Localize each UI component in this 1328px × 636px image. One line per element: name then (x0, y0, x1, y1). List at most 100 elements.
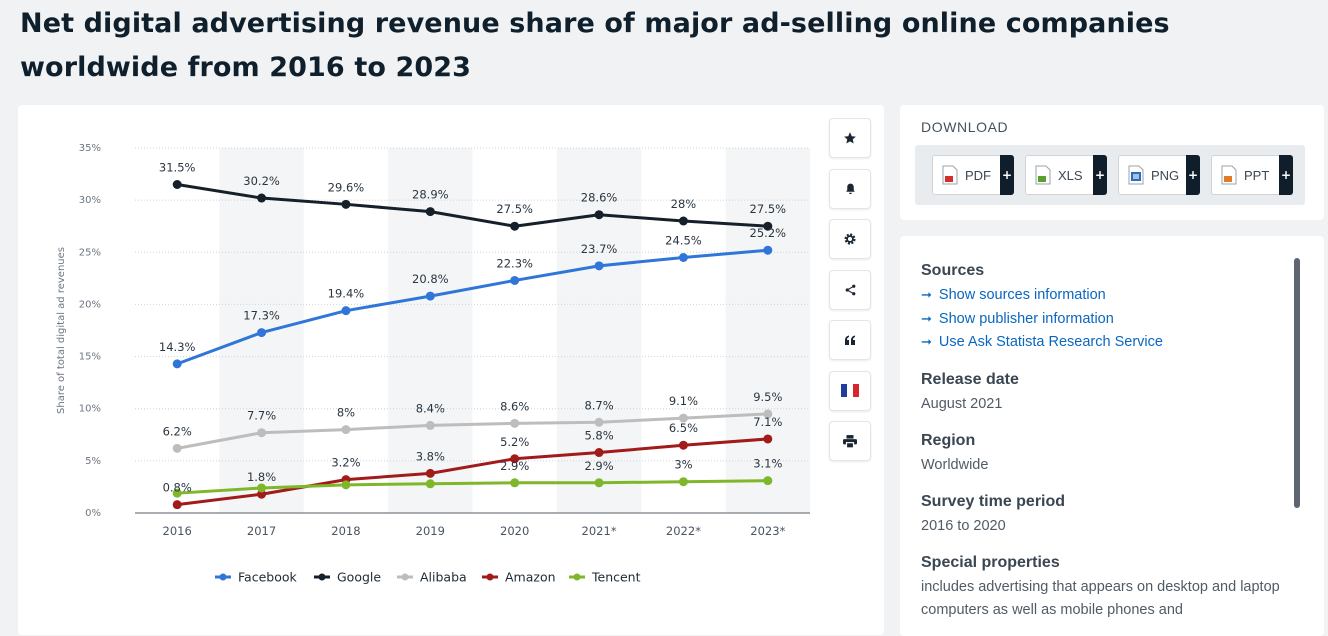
french-flag-icon (841, 384, 859, 397)
png-file-icon (1128, 165, 1144, 185)
data-point-tencent[interactable] (172, 488, 182, 498)
print-icon (843, 434, 857, 448)
data-point-google[interactable] (341, 199, 351, 209)
data-point-google[interactable] (257, 193, 267, 203)
ppt-file-icon (1221, 165, 1237, 185)
data-point-alibaba[interactable] (172, 443, 182, 453)
chart-card: 0% 5% 10% 15% 20% 25% 30% 35% 2016 2017 2018 2019 20… (18, 105, 884, 635)
show-publisher-link[interactable]: ➞ Show publisher information (921, 311, 1114, 327)
legend-item-google[interactable]: Google (337, 570, 381, 585)
data-point-facebook[interactable] (172, 359, 182, 369)
notification-button[interactable] (829, 168, 871, 209)
y-tick-label: 25% (79, 247, 101, 258)
download-xls-label: XLS (1058, 167, 1083, 183)
data-point-facebook[interactable] (594, 261, 604, 271)
data-point-alibaba[interactable] (763, 409, 773, 419)
data-point-google[interactable] (594, 210, 604, 220)
data-label-facebook: 19.4% (328, 287, 365, 301)
legend-item-tencent[interactable]: Tencent (591, 570, 641, 585)
data-label-amazon: 5.2% (500, 435, 529, 449)
data-point-facebook[interactable] (257, 328, 267, 338)
data-point-tencent[interactable] (257, 483, 267, 493)
star-icon (844, 132, 856, 144)
data-point-google[interactable] (510, 221, 520, 231)
data-point-alibaba[interactable] (510, 418, 520, 428)
legend-marker-dot (318, 573, 326, 581)
data-point-tencent[interactable] (341, 480, 351, 490)
data-point-alibaba[interactable] (678, 413, 688, 423)
data-label-alibaba: 9.1% (669, 394, 698, 408)
download-buttons: PDF + XLS + PNG + PPT + (915, 145, 1305, 205)
data-label-alibaba: 6.2% (163, 424, 192, 438)
data-point-tencent[interactable] (425, 479, 435, 489)
data-label-tencent: 3.1% (753, 457, 782, 471)
x-tick-label: 2022* (666, 524, 701, 538)
data-point-amazon[interactable] (172, 500, 182, 510)
ask-statista-link[interactable]: ➞ Use Ask Statista Research Service (921, 334, 1163, 350)
data-point-amazon[interactable] (510, 454, 520, 464)
settings-button[interactable] (829, 219, 871, 259)
y-tick-label: 35% (79, 143, 101, 154)
info-scrollbar[interactable] (1294, 258, 1300, 508)
data-label-amazon: 5.8% (584, 429, 613, 443)
data-label-google: 27.5% (750, 202, 787, 216)
y-axis-label: Share of total digital ad revenues (56, 247, 67, 414)
show-sources-link[interactable]: ➞ Show sources information (921, 287, 1106, 303)
cite-button[interactable] (829, 320, 871, 360)
data-label-amazon: 0.8% (163, 481, 192, 495)
data-label-alibaba: 7.7% (247, 409, 276, 423)
data-point-alibaba[interactable] (341, 425, 351, 435)
download-png-button[interactable]: PNG + (1118, 155, 1200, 195)
data-point-amazon[interactable] (257, 489, 267, 499)
share-button[interactable] (829, 269, 871, 310)
data-point-alibaba[interactable] (594, 417, 604, 427)
data-point-google[interactable] (425, 207, 435, 217)
data-point-amazon[interactable] (763, 434, 773, 444)
data-point-tencent[interactable] (763, 476, 773, 486)
legend-item-facebook[interactable]: Facebook (238, 570, 297, 585)
language-button[interactable] (829, 370, 871, 411)
data-point-facebook[interactable] (678, 253, 688, 262)
download-ppt-label: PPT (1244, 167, 1270, 183)
data-point-amazon[interactable] (425, 468, 435, 478)
data-point-tencent[interactable] (510, 478, 520, 488)
data-point-alibaba[interactable] (425, 420, 435, 430)
legend-item-amazon[interactable]: Amazon (505, 570, 556, 585)
data-point-facebook[interactable] (341, 306, 351, 316)
data-label-tencent: 2.9% (500, 459, 529, 473)
download-pdf-button[interactable]: PDF + (932, 155, 1014, 195)
y-tick-label: 20% (79, 299, 101, 310)
print-button[interactable] (829, 421, 871, 461)
data-point-google[interactable] (678, 216, 688, 226)
data-label-google: 31.5% (159, 161, 196, 175)
xls-file-icon (1035, 165, 1051, 185)
data-label-amazon: 3.2% (331, 456, 360, 470)
survey-period-value: 2016 to 2020 (921, 518, 1006, 534)
data-point-facebook[interactable] (510, 275, 520, 285)
data-point-amazon[interactable] (594, 448, 604, 458)
data-label-google: 29.6% (328, 180, 365, 194)
arrow-right-icon: ➞ (921, 311, 932, 326)
data-point-tencent[interactable] (678, 477, 688, 487)
arrow-right-icon: ➞ (921, 287, 932, 302)
favorite-button[interactable] (829, 118, 871, 158)
download-ppt-plus: + (1279, 155, 1293, 195)
data-point-amazon[interactable] (678, 440, 688, 450)
data-point-facebook[interactable] (425, 291, 435, 301)
download-ppt-button[interactable]: PPT + (1211, 155, 1293, 195)
data-label-tencent: 2.9% (584, 459, 613, 473)
legend-item-alibaba[interactable]: Alibaba (420, 570, 467, 585)
data-point-tencent[interactable] (594, 478, 604, 488)
download-xls-button[interactable]: XLS + (1025, 155, 1107, 195)
data-point-facebook[interactable] (763, 245, 773, 255)
data-point-google[interactable] (172, 180, 182, 189)
series-line-google (176, 183, 768, 228)
data-label-amazon: 1.8% (247, 470, 276, 484)
release-date-heading: Release date (921, 371, 1019, 388)
column-band (725, 148, 810, 513)
arrow-right-icon: ➞ (921, 334, 932, 349)
data-label-facebook: 22.3% (496, 256, 533, 270)
data-point-alibaba[interactable] (257, 428, 267, 438)
data-point-google[interactable] (763, 221, 773, 231)
legend-marker-dot (219, 573, 227, 581)
